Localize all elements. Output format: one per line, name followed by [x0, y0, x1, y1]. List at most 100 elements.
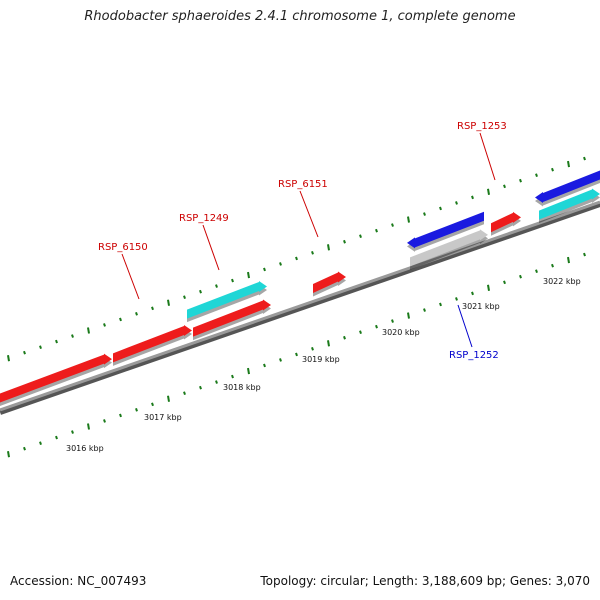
tick-track-lower: [7, 252, 586, 458]
lower-tick: [231, 374, 234, 379]
lower-tick: [295, 352, 298, 357]
lower-tick: [55, 435, 58, 440]
gene-cyan-right: [539, 188, 600, 224]
lower-tick: [183, 391, 186, 396]
lower-tick: [119, 413, 122, 418]
gene-rsp-6150-part2-body: [113, 324, 192, 363]
tick-track-upper: [7, 156, 586, 362]
lower-tick: [135, 408, 138, 412]
gene-rsp-1249-red: [193, 299, 271, 341]
lower-tick: [551, 263, 554, 268]
lower-tick: [87, 423, 90, 430]
lower-tick: [167, 395, 170, 402]
gene-rsp-1249-cyan-body: [187, 280, 267, 319]
gene-label-rsp-1253[interactable]: RSP_1253: [457, 121, 507, 132]
kbp-label-3017: 3017 kbp: [144, 413, 182, 422]
upper-tick: [7, 355, 10, 362]
gene-rsp-6151: [313, 271, 346, 297]
gene-reverse-2: [535, 170, 600, 207]
upper-tick: [439, 206, 442, 211]
gene-label-rsp-1249[interactable]: RSP_1249: [179, 213, 229, 224]
gene-rsp-6150-part1-body: [0, 353, 112, 403]
lower-tick: [471, 291, 474, 296]
kbp-label-3020: 3020 kbp: [382, 328, 420, 337]
upper-tick: [343, 239, 346, 244]
upper-tick: [103, 323, 106, 327]
upper-tick: [215, 284, 218, 288]
gene-reverse-1: [407, 211, 484, 252]
upper-tick: [263, 267, 266, 272]
lower-tick: [359, 330, 362, 335]
lower-tick: [535, 269, 538, 274]
chromosome-backbone: [0, 200, 600, 412]
lower-tick: [103, 419, 106, 423]
upper-tick: [519, 178, 522, 183]
upper-tick: [487, 188, 490, 195]
upper-tick: [327, 244, 330, 251]
upper-tick: [247, 271, 250, 279]
upper-tick: [535, 173, 538, 178]
upper-tick: [359, 234, 362, 239]
upper-tick: [551, 167, 554, 172]
upper-tick: [87, 327, 90, 334]
upper-tick: [39, 345, 42, 349]
upper-tick: [23, 350, 26, 355]
lower-tick: [583, 252, 586, 257]
lower-tick: [311, 347, 314, 351]
gene-reverse-2-body: [535, 170, 600, 204]
upper-tick: [567, 160, 570, 168]
upper-tick: [391, 223, 394, 227]
gene-label-rsp-6151[interactable]: RSP_6151: [278, 179, 328, 190]
upper-tick: [279, 262, 282, 266]
genome-summary-text: Topology: circular; Length: 3,188,609 bp…: [260, 574, 590, 588]
lower-tick: [327, 340, 330, 347]
lower-tick: [71, 430, 74, 434]
chromosome-backbone-shadow: [0, 201, 600, 415]
upper-tick: [55, 339, 58, 344]
gene-rsp-6150-part2: [113, 324, 192, 366]
lower-tick: [343, 335, 346, 340]
lower-tick: [503, 280, 506, 285]
kbp-label-3022: 3022 kbp: [543, 277, 581, 286]
upper-tick: [423, 212, 426, 216]
upper-tick: [583, 156, 586, 161]
gene-rsp-1252-grey: [410, 229, 488, 270]
lower-tick: [215, 380, 218, 384]
gene-rsp-1253: [491, 211, 521, 236]
upper-tick: [455, 201, 458, 205]
gene-reverse-1-body: [407, 211, 484, 249]
lower-tick: [151, 402, 154, 407]
leader-line-3: [479, 132, 496, 181]
gene-label-rsp-6150[interactable]: RSP_6150: [98, 242, 148, 253]
upper-tick: [295, 256, 298, 261]
upper-tick: [503, 184, 506, 189]
lower-tick: [7, 451, 10, 458]
lower-tick: [407, 312, 410, 319]
upper-tick: [311, 251, 314, 255]
leader-line-0: [121, 253, 140, 300]
lower-tick: [519, 274, 522, 279]
upper-tick: [119, 317, 122, 322]
lower-tick: [247, 367, 250, 375]
upper-tick: [199, 289, 202, 294]
gene-rsp-1249-red-body: [193, 299, 271, 337]
gene-label-rsp-1252[interactable]: RSP_1252: [449, 350, 499, 361]
upper-tick: [407, 216, 410, 223]
upper-tick: [183, 295, 186, 300]
gene-cyan-right-body: [539, 188, 600, 220]
upper-tick: [151, 306, 154, 311]
gene-features: [0, 170, 600, 406]
lower-tick: [375, 324, 378, 329]
label-leader-lines: [121, 132, 496, 348]
kbp-label-3021: 3021 kbp: [462, 302, 500, 311]
lower-tick: [391, 319, 394, 323]
gene-rsp-6150-part1: [0, 353, 112, 406]
lower-tick: [455, 297, 458, 301]
kbp-label-3019: 3019 kbp: [302, 355, 340, 364]
lower-tick: [439, 302, 442, 307]
upper-tick: [135, 312, 138, 316]
lower-tick: [263, 363, 266, 368]
lower-tick: [567, 256, 570, 264]
upper-tick: [167, 299, 170, 306]
